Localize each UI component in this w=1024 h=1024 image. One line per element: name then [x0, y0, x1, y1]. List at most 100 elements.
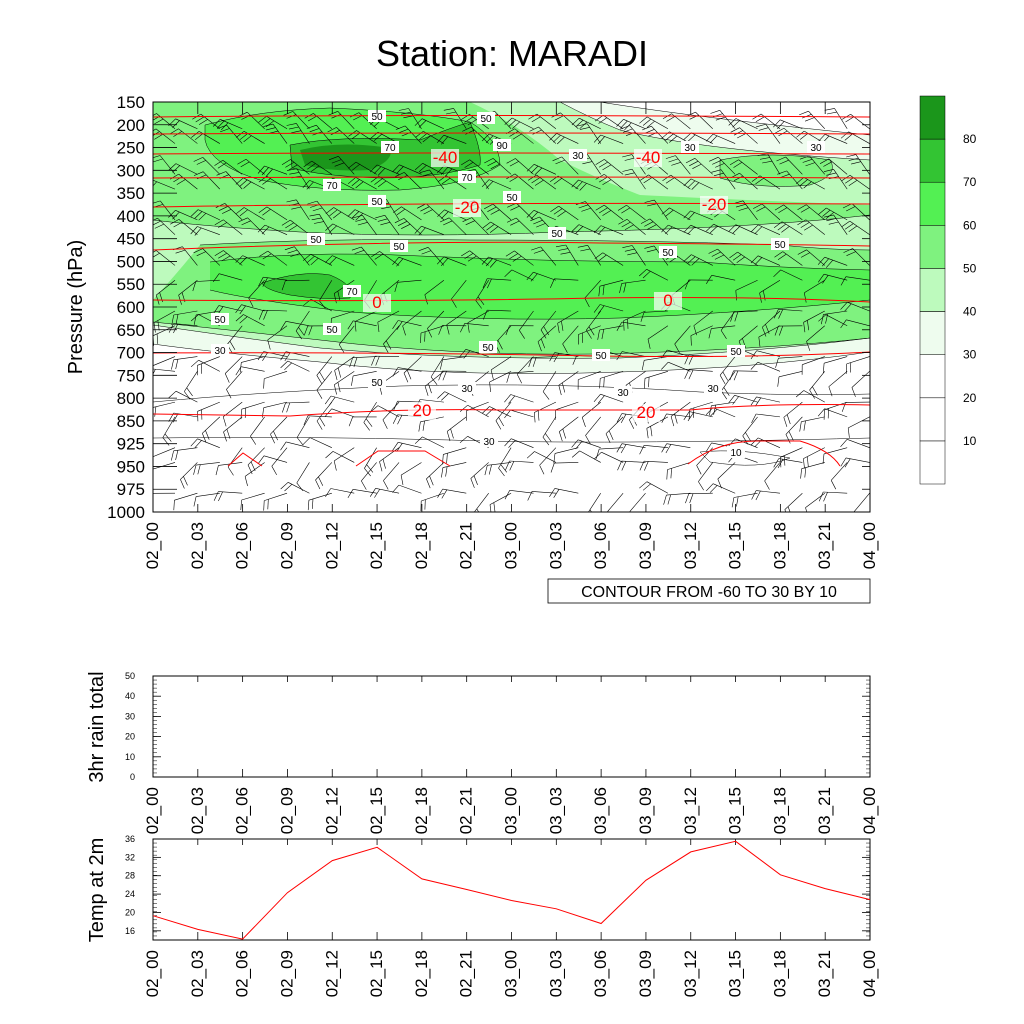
wind-barb — [489, 492, 512, 505]
wind-barb — [578, 371, 601, 380]
wind-barb — [631, 245, 646, 266]
x-tick-label: 03_03 — [546, 522, 565, 569]
wind-barb — [712, 407, 736, 418]
wind-barb — [778, 371, 803, 378]
wind-barb-flag — [504, 490, 510, 500]
wind-barb — [464, 323, 489, 327]
humidity-label: 50 — [774, 240, 786, 251]
wind-barb-flag — [397, 221, 408, 226]
wind-barb — [785, 416, 803, 435]
wind-barb-flag — [337, 291, 341, 301]
wind-barb — [644, 445, 668, 448]
wind-barb-flag — [308, 325, 313, 336]
wind-barb — [266, 175, 288, 190]
wind-barb-flag — [733, 130, 743, 136]
wind-barb — [267, 325, 288, 341]
wind-barb — [670, 401, 691, 417]
wind-barb-flag — [731, 497, 735, 508]
wind-barb — [852, 248, 870, 266]
wind-barb-flag — [846, 251, 856, 256]
wind-barb-flag — [756, 123, 766, 128]
wind-barb-flag — [286, 168, 297, 171]
wind-barb-flag — [558, 385, 562, 396]
wind-barb-flag — [550, 463, 555, 473]
wind-barb-flag — [508, 395, 516, 404]
wind-barb-flag — [755, 490, 761, 501]
wind-barb-flag — [291, 130, 302, 134]
wind-barb — [243, 314, 265, 327]
wind-barb-flag — [325, 255, 333, 263]
wind-barb-flag — [168, 163, 177, 171]
wind-barb-flag — [647, 339, 651, 349]
wind-barb — [849, 220, 870, 235]
wind-barb-flag — [735, 204, 746, 208]
wind-barb-flag — [398, 128, 409, 134]
wind-barb — [669, 207, 691, 221]
wind-barb-flag — [809, 389, 815, 399]
wind-barb-flag — [338, 344, 345, 354]
wind-barb-flag — [531, 246, 541, 251]
wind-barb-flag — [218, 252, 227, 259]
wind-barb-flag — [595, 159, 605, 165]
wind-barb-flag — [853, 511, 855, 512]
wind-barb-flag — [598, 286, 601, 297]
wind-barb — [223, 401, 243, 417]
wind-barb-flag — [841, 402, 846, 412]
wind-barb-flag — [392, 257, 400, 265]
wind-barb-flag — [392, 320, 399, 329]
wind-barb-flag — [295, 330, 303, 340]
wind-barb — [195, 462, 220, 466]
wind-barb-flag — [668, 158, 679, 163]
wind-barb-flag — [423, 209, 433, 215]
wind-barb-flag — [719, 375, 726, 385]
wind-barb — [585, 416, 601, 436]
wind-barb — [473, 493, 489, 512]
x-tick-label: 02_21 — [457, 950, 476, 997]
labelbar-box — [919, 225, 946, 269]
wind-barb-flag — [509, 461, 515, 471]
wind-barb-flag — [557, 323, 560, 334]
temperature-label: -20 — [702, 195, 727, 214]
wind-barb — [562, 325, 579, 345]
wind-barb-flag — [777, 170, 787, 175]
wind-barb-flag — [799, 179, 808, 187]
wind-barb-flag — [687, 212, 695, 221]
wind-barb-flag — [751, 490, 757, 500]
rain-y-ticks: 0 10 20 30 40 50 — [125, 671, 870, 782]
wind-barb-flag — [153, 158, 163, 163]
wind-barb — [559, 416, 579, 432]
wind-barb-flag — [840, 457, 847, 467]
y-tick-label: 850 — [117, 412, 145, 431]
wind-barb-flag — [307, 500, 310, 511]
y-tick-label: 10 — [125, 752, 135, 762]
wind-barb-flag — [375, 215, 385, 219]
wind-barb-flag — [270, 434, 275, 444]
wind-barb — [542, 371, 557, 392]
wind-barb-flag — [562, 382, 566, 393]
wind-barb — [264, 224, 288, 235]
wind-barb-flag — [369, 488, 376, 497]
wind-barb-flag — [597, 136, 605, 145]
wind-barb-flag — [265, 127, 276, 131]
wind-barb — [823, 447, 848, 455]
wind-barb — [421, 225, 444, 235]
wind-barb — [762, 310, 781, 328]
wind-barb-flag — [282, 402, 286, 413]
wind-barb-flag — [598, 117, 607, 124]
wind-barb-flag — [593, 451, 602, 460]
temperature-labels: -40 -40 -20 -20 0 0 20 20 — [363, 148, 728, 422]
wind-barb-flag — [840, 439, 848, 447]
wind-barb — [603, 115, 624, 130]
wind-barb — [218, 305, 243, 312]
temperature-label-bg — [632, 404, 660, 422]
wind-barb — [311, 160, 333, 175]
wind-barb — [156, 250, 176, 266]
wind-barb-flag — [489, 504, 492, 512]
wind-barb — [646, 481, 669, 494]
wind-barb-flag — [580, 248, 591, 252]
wind-barb — [178, 279, 198, 296]
wind-barb-flag — [262, 118, 271, 125]
wind-barb — [487, 309, 512, 312]
humidity-label-bg — [323, 323, 341, 335]
wind-barb-flag — [429, 475, 434, 486]
